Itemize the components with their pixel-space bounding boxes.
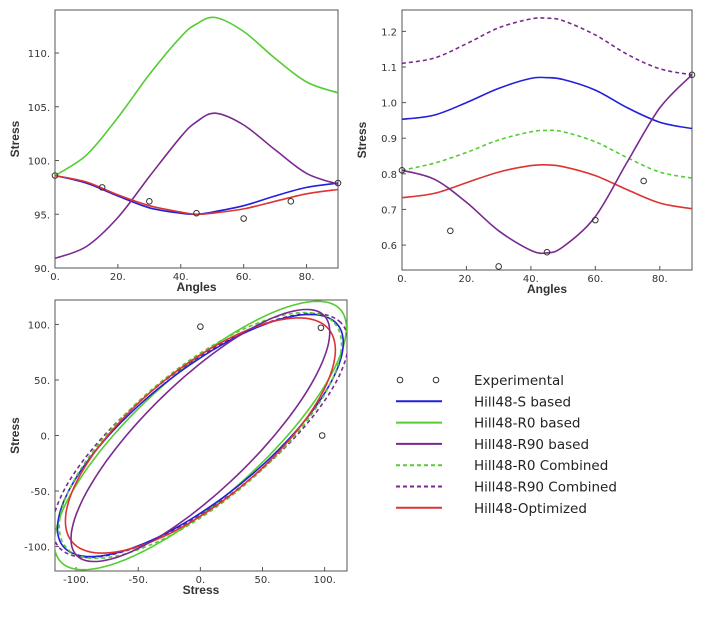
- legend-label: Experimental: [474, 373, 564, 389]
- y-tick-label: 1.2: [381, 27, 397, 38]
- legend-item: Hill48-R0 Combined: [396, 458, 608, 474]
- y-tick-label: -50.: [30, 487, 50, 498]
- experimental-point: [197, 323, 204, 330]
- x-tick-label: 60.: [236, 272, 252, 283]
- y-tick-label: 100.: [28, 320, 50, 331]
- x-tick-label: -50.: [128, 575, 148, 586]
- x-axis-label: Stress: [183, 583, 220, 597]
- experimental-point: [543, 248, 551, 256]
- x-tick-label: -100.: [63, 575, 89, 586]
- legend-label: Hill48-R90 Combined: [474, 480, 617, 496]
- x-tick-label: 40.: [173, 272, 189, 283]
- legend-marker-experimental: [432, 376, 440, 384]
- y-tick-label: 50.: [34, 376, 50, 387]
- y-tick-label: 1.0: [381, 99, 397, 110]
- series-line-hill48-r0-combined: [402, 129, 692, 179]
- series-line-hill48-optimized: [55, 174, 338, 216]
- x-tick-label: 0.: [397, 274, 407, 285]
- series-ellipse-hill48-s: [56, 313, 345, 558]
- series-line-hill48-r0: [55, 16, 338, 177]
- experimental-point: [688, 71, 696, 79]
- legend-label: Hill48-R0 Combined: [474, 458, 608, 474]
- legend-item: Experimental: [396, 373, 564, 389]
- plot-area: [55, 16, 338, 260]
- y-tick-label: 0.8: [381, 170, 397, 181]
- plot-frame: [54, 299, 348, 572]
- legend: Experimental Hill48-S based Hill48-R0 base…: [396, 373, 617, 517]
- experimental-point: [447, 227, 454, 235]
- y-tick-label: 95.: [34, 210, 50, 221]
- chart-panel-2: 0. 20. 40. 60. 80. 0.6 0.7 0.8 0.9 1.0 1.1 1.2 Angle…: [355, 9, 696, 296]
- experimental-point: [193, 209, 200, 217]
- y-tick-label: 0.9: [381, 134, 397, 145]
- experimental-point: [317, 324, 325, 332]
- x-tick-label: 80.: [652, 274, 668, 285]
- series-line-hill48-optimized: [402, 163, 692, 210]
- experimental-point: [98, 184, 106, 191]
- legend-label: Hill48-R90 based: [474, 437, 589, 453]
- legend-label: Hill48-S based: [474, 394, 571, 410]
- plot-frame: [54, 9, 339, 269]
- x-tick-label: 40.: [523, 274, 539, 285]
- y-axis-label: Stress: [355, 121, 369, 158]
- legend-label: Hill48-Optimized: [474, 501, 587, 517]
- chart-panel-3: -100. -50. 0. 50. 100. -100. -50. 0. 50. 100. Stre…: [8, 299, 348, 597]
- plot-area: [55, 300, 347, 571]
- y-tick-label: 0.: [40, 432, 50, 443]
- series-ellipse-hill48-optimized: [64, 317, 337, 554]
- y-tick-label: 90.: [34, 264, 50, 275]
- x-axis-label: Angles: [527, 282, 567, 296]
- series-ellipse-hill48-r0: [55, 300, 347, 571]
- legend-item: Hill48-R90 based: [396, 437, 589, 453]
- y-tick-label: 0.7: [381, 205, 397, 216]
- y-axis-label: Stress: [8, 120, 22, 157]
- series-line-hill48-s: [402, 76, 692, 130]
- plot-frame: [401, 9, 693, 271]
- x-tick-label: 0.: [196, 575, 206, 586]
- legend-item: Hill48-S based: [396, 394, 571, 410]
- series-ellipse-hill48-r90-combined: [55, 312, 347, 559]
- legend-marker-experimental: [396, 376, 404, 384]
- y-tick-label: -100.: [24, 543, 50, 554]
- legend-label: Hill48-R0 based: [474, 416, 580, 432]
- series-ellipse-hill48-r90: [70, 308, 331, 563]
- chart-panel-1: 0. 20. 40. 60. 80. 90. 95. 100. 105. 110. Angles St…: [8, 9, 342, 294]
- experimental-point: [51, 172, 59, 179]
- plot-area: [402, 17, 692, 255]
- experimental-point: [592, 216, 599, 224]
- experimental-point: [318, 432, 326, 439]
- x-tick-label: 0.: [50, 272, 60, 283]
- legend-item: Hill48-Optimized: [396, 501, 587, 517]
- x-tick-label: 20.: [110, 272, 126, 283]
- y-tick-label: 105.: [28, 103, 50, 114]
- x-axis-label: Angles: [176, 280, 216, 294]
- x-tick-label: 60.: [587, 274, 603, 285]
- legend-item: Hill48-R90 Combined: [396, 480, 617, 496]
- experimental-point: [640, 177, 647, 185]
- experimental-point: [334, 179, 342, 187]
- y-tick-label: 100.: [28, 157, 50, 168]
- series-line-hill48-s: [55, 174, 338, 216]
- x-tick-label: 100.: [314, 575, 336, 586]
- x-tick-label: 50.: [255, 575, 271, 586]
- series-ellipse-hill48-r0-combined: [58, 311, 343, 560]
- series-line-hill48-r90: [55, 112, 338, 260]
- series-line-hill48-r90-combined: [402, 17, 692, 76]
- experimental-point: [495, 263, 502, 270]
- y-axis-label: Stress: [8, 417, 22, 454]
- x-tick-label: 80.: [299, 272, 315, 283]
- y-tick-label: 110.: [28, 49, 50, 60]
- experimental-point: [240, 215, 247, 222]
- y-tick-label: 1.1: [381, 63, 397, 74]
- experimental-point: [398, 166, 406, 174]
- series-line-hill48-r90: [402, 74, 692, 255]
- y-tick-label: 0.6: [381, 241, 397, 252]
- legend-item: Hill48-R0 based: [396, 416, 580, 432]
- experimental-point: [146, 198, 153, 205]
- experimental-point: [287, 198, 295, 205]
- x-tick-label: 20.: [458, 274, 474, 285]
